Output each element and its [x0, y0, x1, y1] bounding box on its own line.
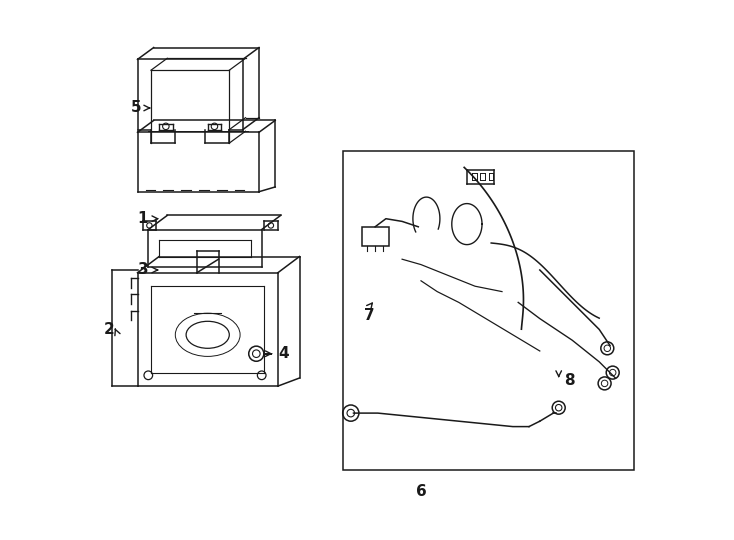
- Text: 2: 2: [103, 322, 115, 337]
- Text: 5: 5: [131, 100, 141, 116]
- Bar: [362, 227, 388, 246]
- Text: 8: 8: [564, 373, 575, 388]
- Text: 1: 1: [138, 211, 148, 226]
- Text: 3: 3: [137, 262, 148, 278]
- Text: 4: 4: [278, 346, 288, 361]
- Bar: [343, 151, 634, 470]
- Text: 6: 6: [415, 484, 426, 499]
- Text: 7: 7: [364, 308, 375, 323]
